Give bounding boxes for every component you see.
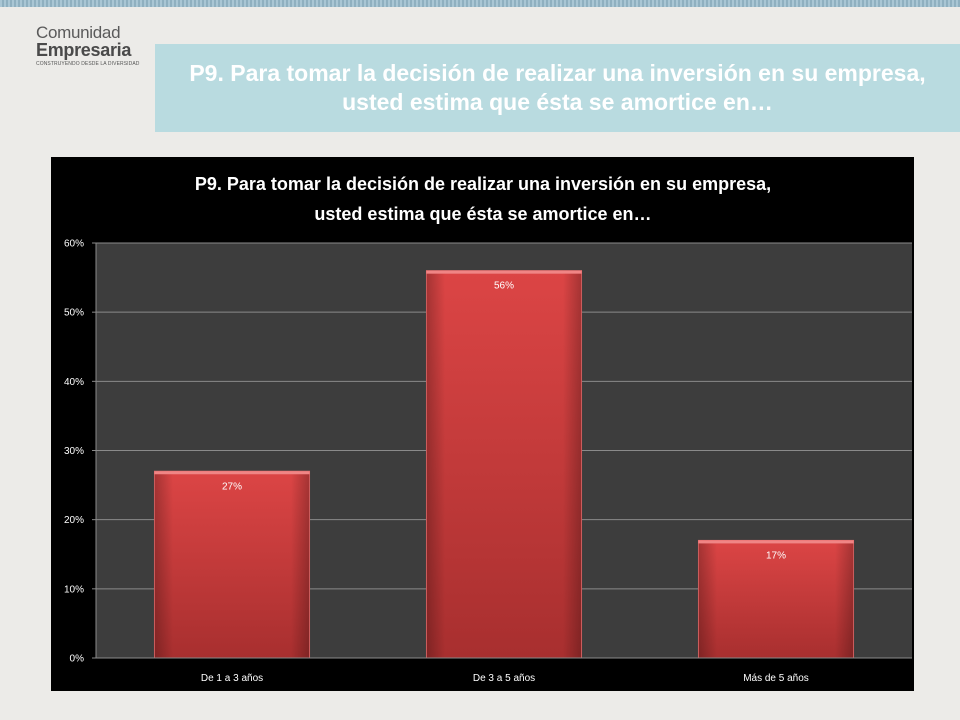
bar-value-label: 27%: [222, 481, 242, 492]
chart-title-line-2: usted estima que ésta se amortice en…: [314, 204, 651, 224]
slide-title: P9. Para tomar la decisión de realizar u…: [189, 60, 926, 115]
logo-line-2: Empresaria: [36, 40, 132, 60]
bar-shading: [698, 540, 854, 658]
y-tick-label: 20%: [64, 515, 84, 526]
x-tick-label: De 1 a 3 años: [201, 673, 263, 684]
title-banner: P9. Para tomar la decisión de realizar u…: [155, 44, 960, 132]
bar-chart: P9. Para tomar la decisión de realizar u…: [64, 174, 912, 684]
y-tick-label: 60%: [64, 239, 84, 250]
logo-line-1: Comunidad: [36, 23, 121, 42]
y-tick-label: 50%: [64, 308, 84, 319]
bar-value-label: 17%: [766, 550, 786, 561]
bar-highlight: [426, 270, 582, 274]
company-logo: Comunidad Empresaria CONSTRUYENDO DESDE …: [36, 24, 156, 67]
bar-highlight: [698, 540, 854, 544]
bar-value-label: 56%: [494, 281, 514, 292]
logo-tagline: CONSTRUYENDO DESDE LA DIVERSIDAD: [36, 61, 140, 67]
chart-panel: P9. Para tomar la decisión de realizar u…: [51, 157, 914, 691]
x-axis: De 1 a 3 años De 3 a 5 años Más de 5 años: [96, 657, 912, 684]
bar-shading: [154, 471, 310, 658]
chart-title-line-1: P9. Para tomar la decisión de realizar u…: [195, 174, 771, 194]
bars-group: 27% 56% 17%: [153, 270, 855, 659]
x-tick-label: Más de 5 años: [743, 673, 809, 684]
bar-highlight: [154, 471, 310, 475]
y-axis: 0% 10% 20% 30% 40% 50% 60%: [64, 239, 97, 665]
y-tick-label: 10%: [64, 584, 84, 595]
y-tick-label: 30%: [64, 446, 84, 457]
bar-shading: [426, 270, 582, 658]
y-tick-label: 40%: [64, 377, 84, 388]
x-tick-label: De 3 a 5 años: [473, 673, 535, 684]
top-decorative-strip: [0, 0, 960, 7]
y-tick-label: 0%: [70, 654, 85, 665]
